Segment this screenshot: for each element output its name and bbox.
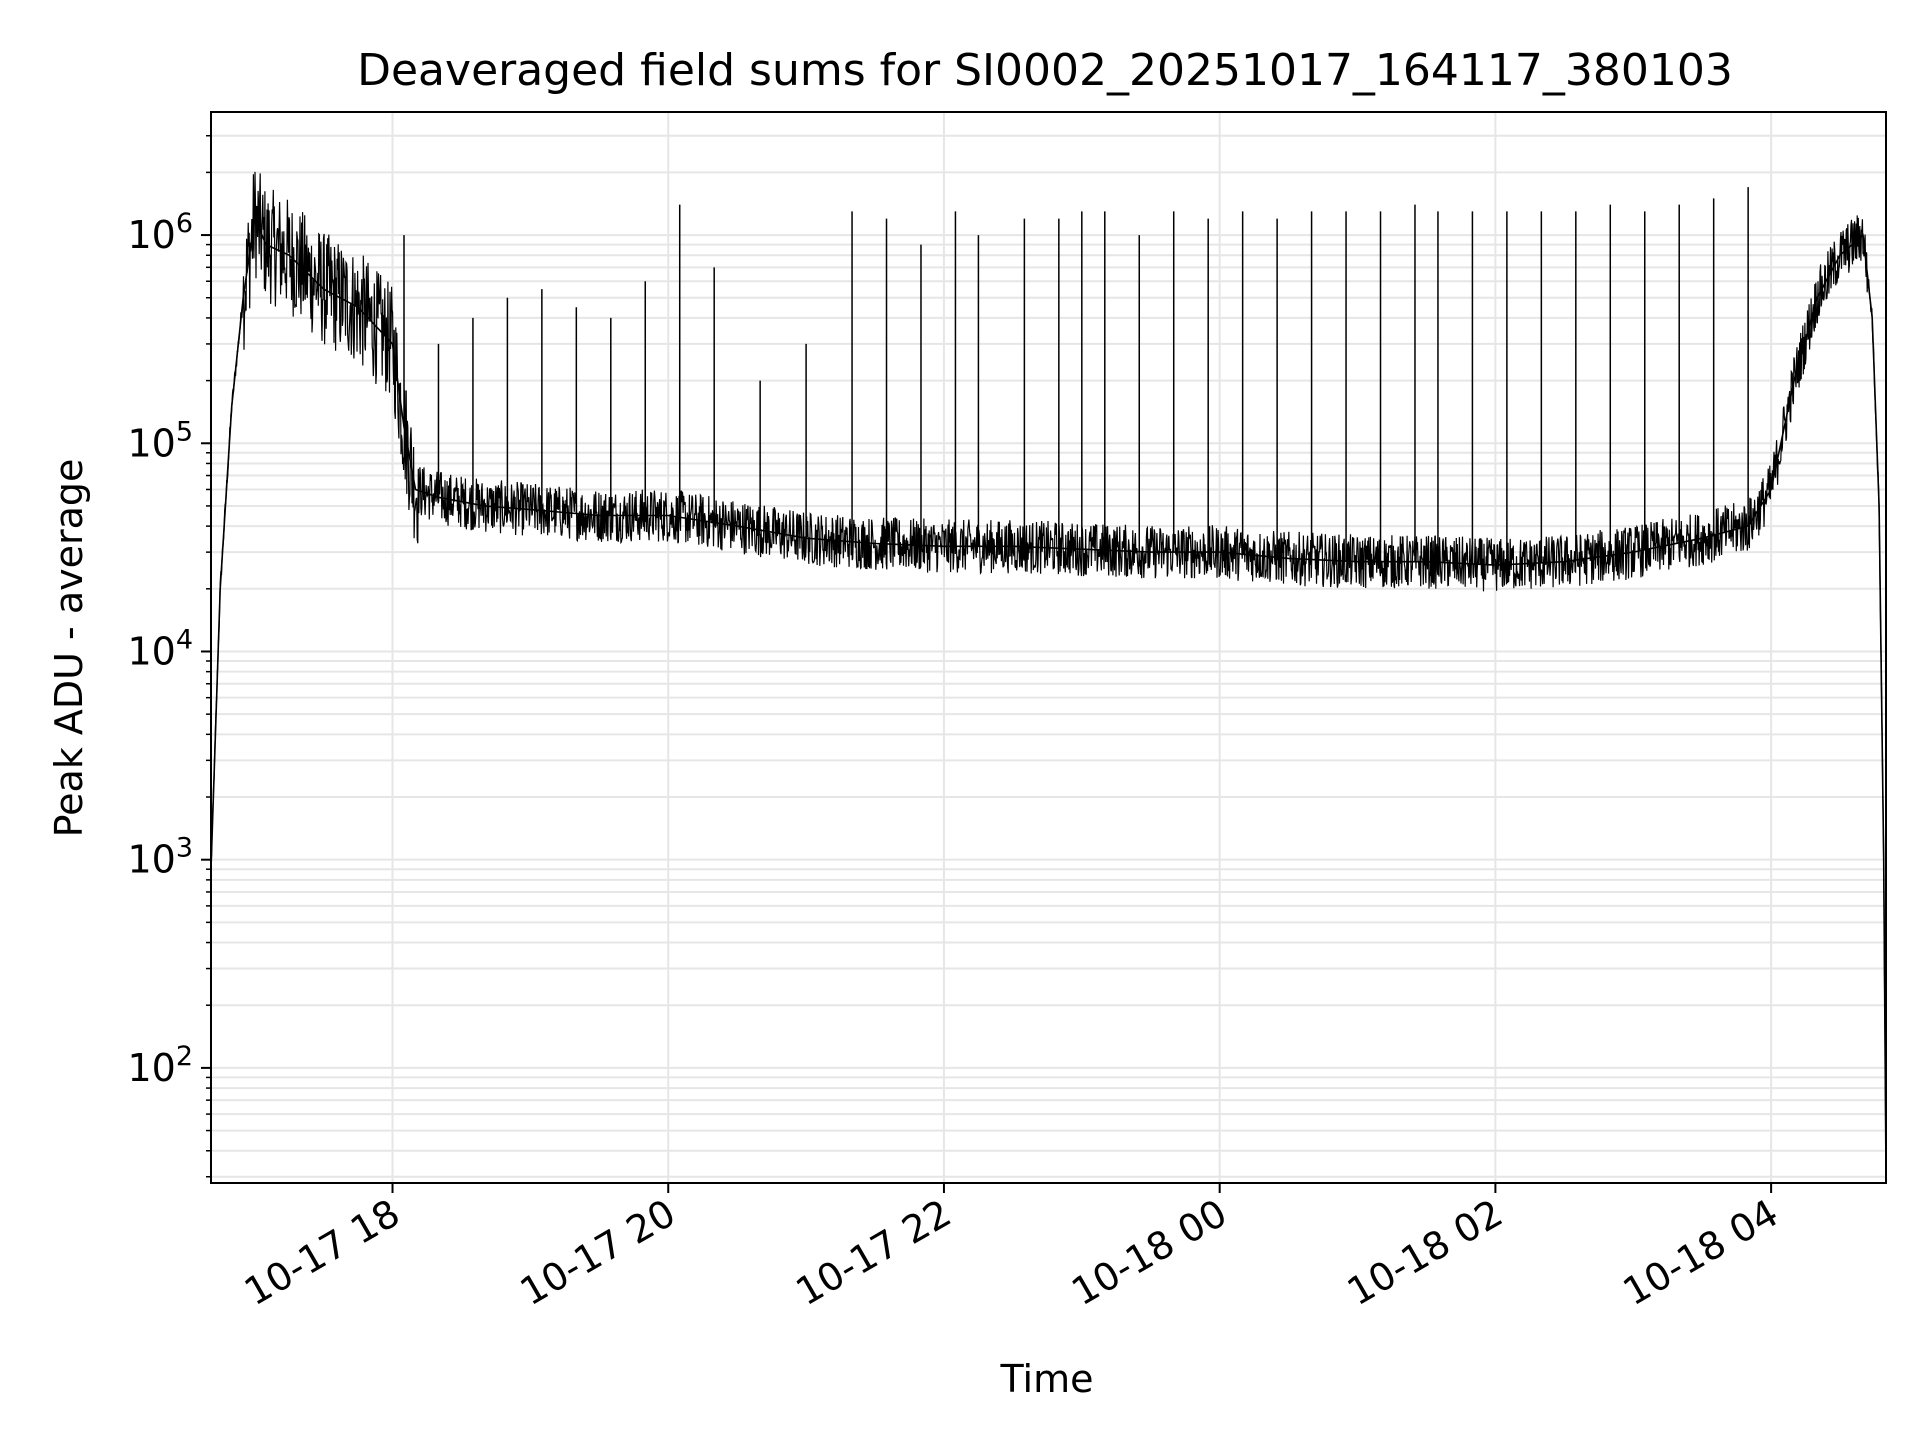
y-tick-label: 102 <box>127 1041 193 1090</box>
y-tick-label: 104 <box>127 624 193 673</box>
chart-title: Deaveraged field sums for SI0002_2025101… <box>357 45 1733 96</box>
y-tick-label: 105 <box>127 416 193 465</box>
plot-area: 10-17 18 10-17 20 10-17 22 10-18 00 10-18 02… <box>127 111 1887 1314</box>
y-tick-label: 106 <box>127 208 193 257</box>
x-axis-label: Time <box>1000 1357 1094 1401</box>
series-trace <box>211 171 1886 1179</box>
axes-frame <box>210 111 1887 1184</box>
y-tick-label: 103 <box>127 833 193 882</box>
y-axis-label: Peak ADU - average <box>47 459 91 838</box>
